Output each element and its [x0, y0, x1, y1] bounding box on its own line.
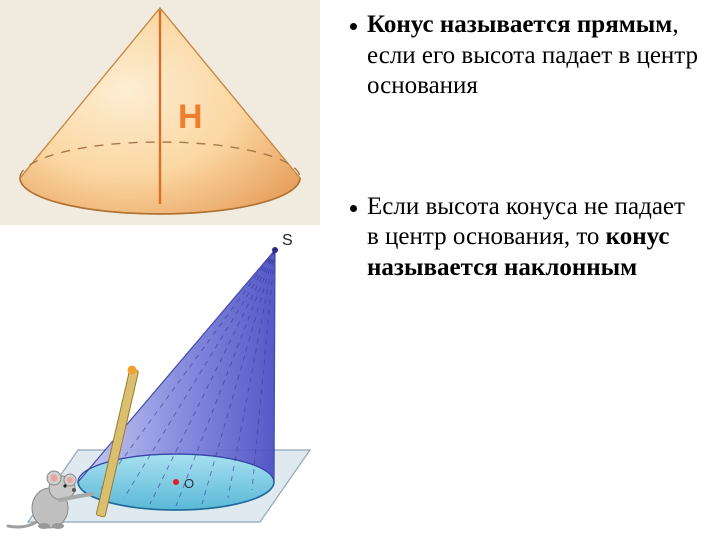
slide-page: Н — [0, 0, 720, 540]
figure-oblique-cone: S O — [0, 230, 320, 530]
bullet-dot-icon — [350, 23, 357, 30]
bullet-item-2: Если высота конуса не падает в центр осн… — [350, 192, 700, 284]
right-cone-svg — [0, 0, 320, 225]
apex-label: S — [282, 232, 293, 250]
bold-span-1: Конус называется прямым — [367, 11, 672, 38]
bullet-text-2: Если высота конуса не падает в центр осн… — [367, 192, 700, 284]
height-label: Н — [178, 98, 203, 137]
bullet-item-1: Конус называется прямым, если его высота… — [350, 10, 700, 102]
figures-column: Н — [0, 0, 340, 540]
text-column: Конус называется прямым, если его высота… — [340, 0, 720, 540]
bullet-text-1: Конус называется прямым, если его высота… — [367, 10, 700, 102]
center-label: O — [184, 476, 194, 491]
bullet-dot-icon — [350, 205, 357, 212]
figure-right-cone: Н — [0, 0, 320, 225]
oblique-cone-svg — [0, 230, 320, 530]
